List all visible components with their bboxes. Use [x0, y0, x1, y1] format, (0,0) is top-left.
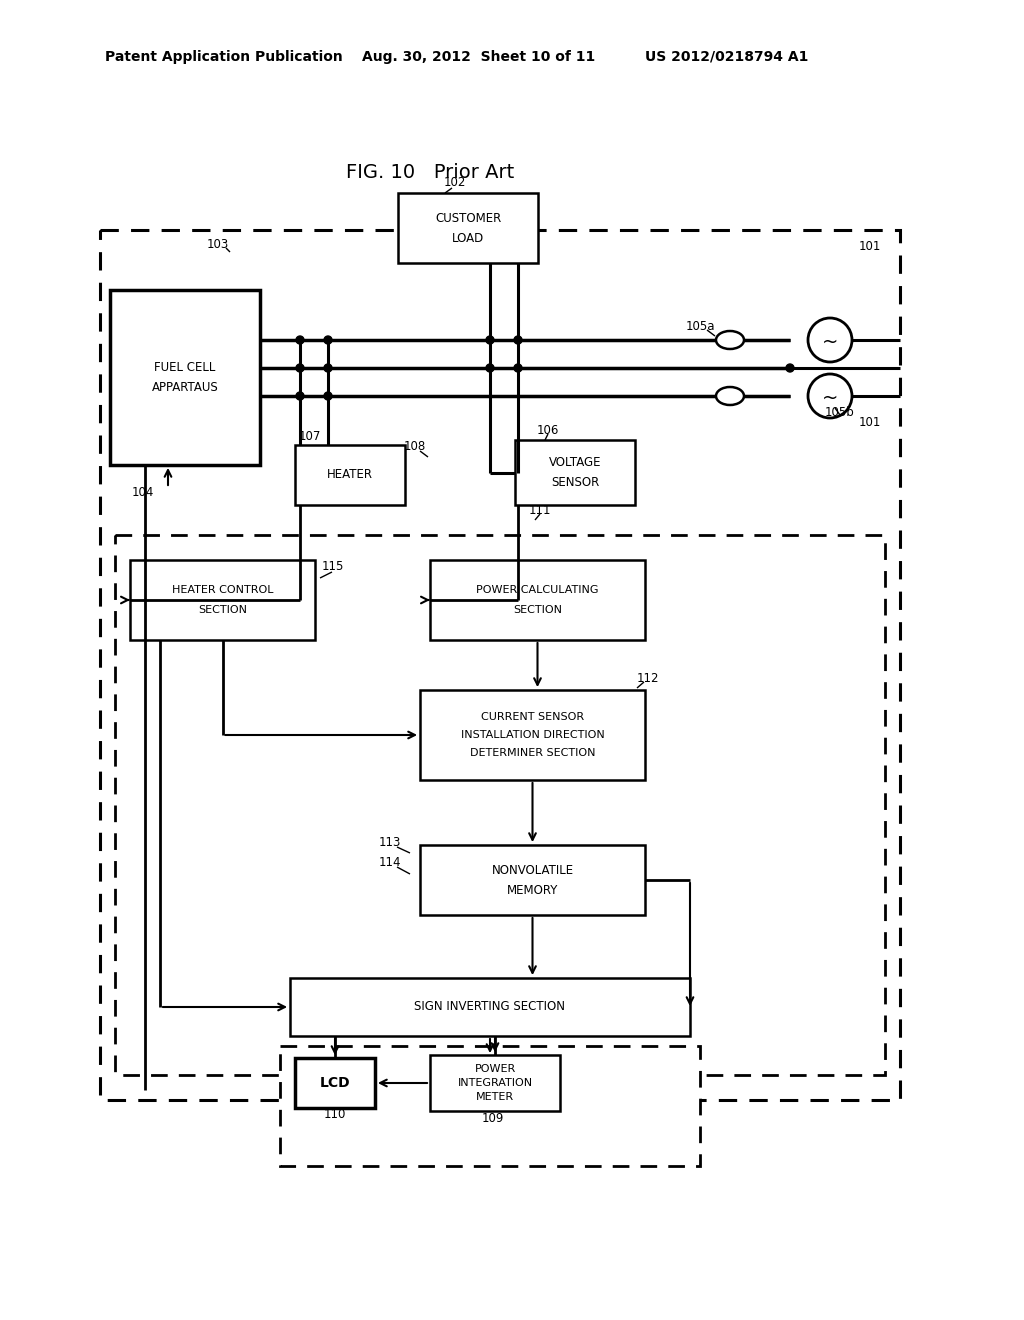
Text: SIGN INVERTING SECTION: SIGN INVERTING SECTION: [415, 1001, 565, 1014]
Text: SECTION: SECTION: [513, 605, 562, 615]
Text: APPARTAUS: APPARTAUS: [152, 381, 218, 393]
Circle shape: [786, 364, 794, 372]
Circle shape: [296, 392, 304, 400]
Bar: [115, 535, 885, 1074]
Text: HEATER CONTROL: HEATER CONTROL: [172, 585, 273, 595]
Circle shape: [486, 337, 494, 345]
Text: 106: 106: [537, 424, 559, 437]
Text: SENSOR: SENSOR: [551, 477, 599, 488]
Text: FIG. 10   Prior Art: FIG. 10 Prior Art: [346, 162, 514, 181]
Ellipse shape: [716, 387, 744, 405]
Circle shape: [296, 337, 304, 345]
Text: 109: 109: [482, 1111, 504, 1125]
Bar: [398, 193, 538, 263]
Circle shape: [296, 364, 304, 372]
Text: US 2012/0218794 A1: US 2012/0218794 A1: [645, 50, 808, 63]
Text: 107: 107: [299, 429, 322, 442]
Bar: [420, 690, 645, 780]
Text: INTEGRATION: INTEGRATION: [458, 1078, 532, 1088]
Text: INSTALLATION DIRECTION: INSTALLATION DIRECTION: [461, 730, 604, 741]
Text: LOAD: LOAD: [452, 231, 484, 244]
Text: Patent Application Publication: Patent Application Publication: [105, 50, 343, 63]
Text: ~: ~: [822, 333, 839, 351]
Text: 112: 112: [637, 672, 659, 685]
Circle shape: [324, 337, 332, 345]
Text: 114: 114: [379, 857, 401, 870]
Ellipse shape: [716, 331, 744, 348]
Text: 101: 101: [859, 416, 882, 429]
Text: 101: 101: [859, 239, 882, 252]
Text: DETERMINER SECTION: DETERMINER SECTION: [470, 748, 595, 758]
Text: 111: 111: [528, 503, 551, 516]
Text: POWER: POWER: [474, 1064, 516, 1074]
Circle shape: [486, 364, 494, 372]
Text: 105b: 105b: [825, 405, 855, 418]
Text: VOLTAGE: VOLTAGE: [549, 455, 601, 469]
Bar: [290, 978, 690, 1036]
Bar: [110, 290, 260, 465]
Bar: [130, 560, 315, 640]
Text: HEATER: HEATER: [327, 469, 373, 482]
Text: 102: 102: [443, 177, 466, 190]
Bar: [280, 1045, 700, 1166]
Bar: [430, 560, 645, 640]
Bar: [295, 1059, 375, 1107]
Text: Aug. 30, 2012  Sheet 10 of 11: Aug. 30, 2012 Sheet 10 of 11: [362, 50, 595, 63]
Text: NONVOLATILE: NONVOLATILE: [492, 863, 573, 876]
Text: METER: METER: [476, 1092, 514, 1102]
Text: FUEL CELL: FUEL CELL: [155, 360, 216, 374]
Circle shape: [324, 364, 332, 372]
Text: SECTION: SECTION: [198, 605, 247, 615]
Text: 103: 103: [207, 238, 229, 251]
Text: ~: ~: [822, 388, 839, 408]
Bar: [430, 1055, 560, 1111]
Text: 115: 115: [322, 561, 344, 573]
Text: CURRENT SENSOR: CURRENT SENSOR: [481, 711, 584, 722]
Text: 108: 108: [403, 441, 426, 454]
Text: MEMORY: MEMORY: [507, 883, 558, 896]
Bar: [100, 230, 900, 1100]
Text: 113: 113: [379, 837, 401, 850]
Bar: [515, 440, 635, 506]
Text: 110: 110: [324, 1109, 346, 1122]
Circle shape: [514, 337, 522, 345]
Text: LCD: LCD: [319, 1076, 350, 1090]
Text: 104: 104: [132, 486, 155, 499]
Circle shape: [324, 392, 332, 400]
Bar: [295, 445, 406, 506]
Text: 105a: 105a: [685, 319, 715, 333]
Text: CUSTOMER: CUSTOMER: [435, 211, 501, 224]
Circle shape: [514, 364, 522, 372]
Text: POWER CALCULATING: POWER CALCULATING: [476, 585, 599, 595]
Bar: [420, 845, 645, 915]
